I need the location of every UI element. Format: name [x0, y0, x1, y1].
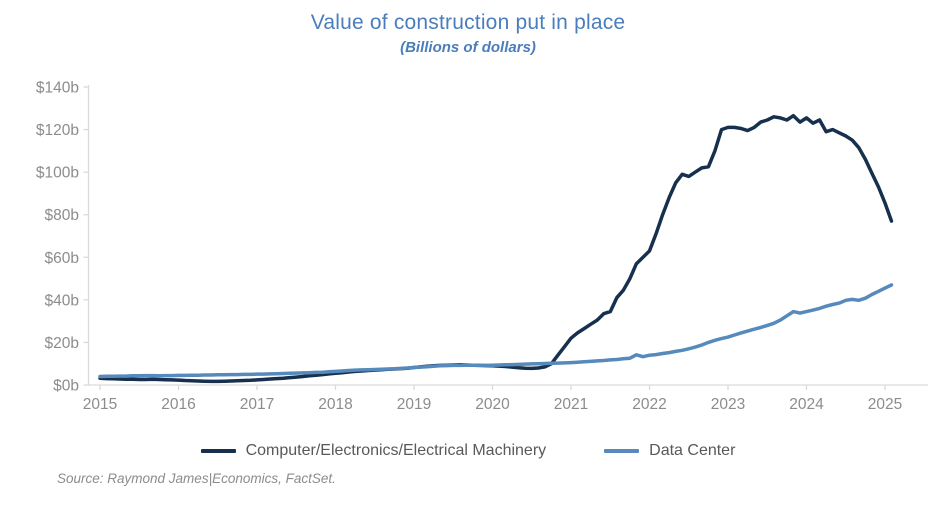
svg-text:2017: 2017 — [240, 396, 274, 413]
legend-item-data-center: Data Center — [604, 442, 735, 460]
svg-text:2023: 2023 — [711, 396, 745, 413]
svg-text:2024: 2024 — [789, 396, 824, 413]
svg-text:2025: 2025 — [868, 396, 902, 413]
svg-text:2015: 2015 — [83, 396, 117, 413]
data-center-line-swatch-icon — [604, 449, 640, 453]
chart-title: Value of construction put in place — [310, 11, 626, 34]
svg-text:2022: 2022 — [632, 396, 666, 413]
svg-text:$0b: $0b — [53, 378, 79, 395]
legend-label-machinery: Computer/Electronics/Electrical Machiner… — [245, 442, 547, 459]
legend-item-machinery: Computer/Electronics/Electrical Machiner… — [200, 442, 547, 460]
legend-label-data-center: Data Center — [649, 442, 736, 459]
svg-text:2020: 2020 — [475, 396, 510, 413]
source-note: Source: Raymond James|Economics, FactSet… — [57, 471, 336, 486]
chart-legend: Computer/Electronics/Electrical Machiner… — [0, 442, 936, 460]
svg-text:2019: 2019 — [397, 396, 431, 413]
svg-text:$20b: $20b — [45, 335, 79, 352]
svg-text:$40b: $40b — [45, 292, 79, 309]
svg-text:$80b: $80b — [45, 207, 79, 224]
svg-text:$140b: $140b — [36, 80, 79, 97]
svg-text:2021: 2021 — [554, 396, 588, 413]
svg-text:2016: 2016 — [161, 396, 195, 413]
svg-text:2018: 2018 — [318, 396, 352, 413]
svg-text:$60b: $60b — [45, 250, 79, 267]
machinery-line-swatch-icon — [200, 449, 236, 453]
svg-text:$100b: $100b — [36, 165, 79, 182]
chart-subtitle: (Billions of dollars) — [400, 39, 536, 56]
svg-text:$120b: $120b — [36, 122, 79, 139]
